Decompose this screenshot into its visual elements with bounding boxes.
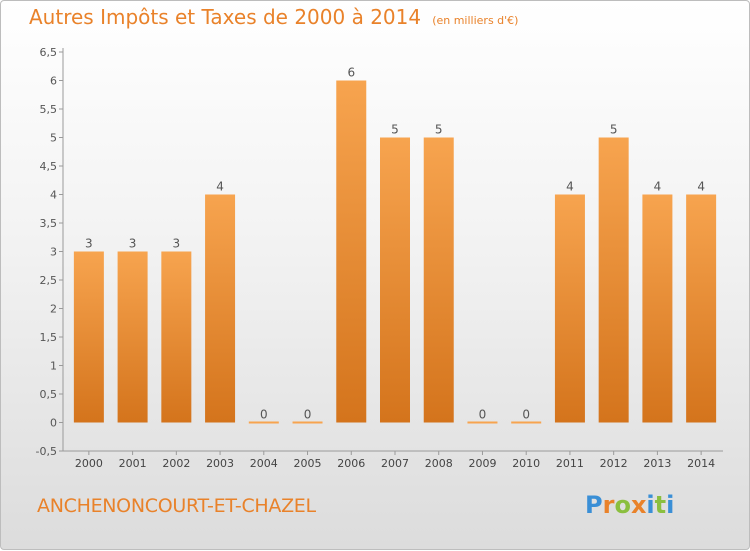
bar [248,421,279,424]
x-tick-label: 2009 [468,457,496,470]
y-tick-label: 2,5 [40,274,58,287]
x-tick-label: 2011 [556,457,584,470]
bar [423,137,454,423]
y-tick-label: 6 [50,75,57,88]
x-tick-label: 2007 [381,457,409,470]
y-tick-label: -0,5 [36,445,57,458]
logo-letter: t [654,491,667,519]
y-tick-label: 3 [50,246,57,259]
chart-axes: -0,5 0 0,5 1 1,5 2 2,5 3 3,5 4 4,5 5 5,5 6 6,5 2000 2001… [36,46,723,470]
y-tick-label: 0 [50,417,57,430]
proxiti-logo[interactable]: Proxiti [585,491,674,519]
data-label: 0 [522,408,530,422]
x-tick-label: 2004 [250,457,278,470]
x-tick-label: 2003 [206,457,234,470]
data-label: 4 [654,180,662,194]
logo-letter: P [585,491,603,519]
chart-title: Autres Impôts et Taxes de 2000 à 2014 [29,5,422,29]
data-label: 5 [391,123,399,137]
y-tick-label: 1 [50,360,57,373]
data-label: 5 [435,123,443,137]
bar [554,194,585,423]
chart-subtitle: (en milliers d'€) [432,14,519,27]
x-tick-label: 2008 [425,457,453,470]
data-label: 0 [479,408,487,422]
bar [117,251,148,423]
y-tick-label: 3,5 [40,217,58,230]
x-tick-label: 2006 [337,457,365,470]
x-tick-label: 2013 [643,457,671,470]
bar [205,194,236,423]
data-labels: 3 3 3 4 0 0 6 5 5 0 0 4 5 4 4 [85,66,705,422]
data-label: 4 [697,180,705,194]
y-tick-label: 2 [50,303,57,316]
logo-letter: i [646,491,655,519]
bar [292,421,323,424]
y-tick-label: 0,5 [40,388,58,401]
bar-series [73,80,717,424]
x-tick-label: 2000 [75,457,103,470]
y-tick-label: 4 [50,189,57,202]
data-label: 0 [304,408,312,422]
data-label: 4 [216,180,224,194]
x-tick-label: 2005 [294,457,322,470]
x-tick-label: 2010 [512,457,540,470]
logo-letter: x [630,491,647,519]
bar [598,137,629,423]
x-tick-label: 2001 [119,457,147,470]
data-label: 5 [610,123,618,137]
bar [73,251,104,423]
bar [642,194,673,423]
bar [686,194,717,423]
y-tick-label: 6,5 [40,46,58,59]
data-label: 3 [129,237,137,251]
y-tick-label: 5,5 [40,103,58,116]
data-label: 4 [566,180,574,194]
x-tick-label: 2012 [600,457,628,470]
logo-letter: r [602,491,615,519]
x-tick-label: 2002 [162,457,190,470]
y-tick-label: 1,5 [40,331,58,344]
bar [380,137,410,423]
bar [467,421,498,424]
data-label: 6 [347,66,355,80]
y-tick-label: 4,5 [40,160,58,173]
title-block: Autres Impôts et Taxes de 2000 à 2014 (e… [29,5,518,29]
bar [511,421,542,424]
data-label: 3 [85,237,93,251]
commune-name: ANCHENONCOURT-ET-CHAZEL [37,495,316,517]
data-label: 3 [173,237,181,251]
y-tick-label: 5 [50,132,57,145]
bar [161,251,192,423]
logo-letter: i [666,491,675,519]
logo-letter: o [614,491,631,519]
bar [336,80,367,423]
x-tick-label: 2014 [687,457,715,470]
data-label: 0 [260,408,268,422]
